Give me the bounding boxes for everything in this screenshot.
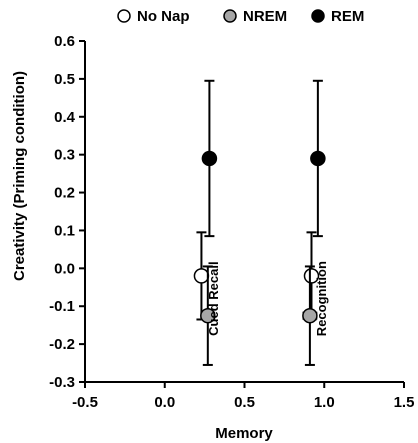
- annotation-label: Cued Recall: [206, 261, 221, 335]
- legend-marker-no-nap: [117, 9, 131, 23]
- no-nap-point: [303, 268, 320, 284]
- nrem-point: [302, 307, 318, 324]
- annotation-label: Recognition: [314, 261, 329, 336]
- x-axis-title: Memory: [215, 425, 273, 442]
- legend: No Nap NREM REM: [117, 8, 364, 25]
- legend-marker-nrem: [223, 9, 237, 23]
- y-tick-label: -0.3: [49, 374, 75, 391]
- y-tick-label: -0.1: [49, 298, 75, 315]
- x-tick-label: 1.5: [394, 394, 415, 411]
- y-tick-label: -0.2: [49, 336, 75, 353]
- legend-label-rem: REM: [331, 8, 364, 25]
- nrem-point: [200, 307, 216, 324]
- y-tick-label: 0.5: [54, 71, 75, 88]
- rem-point: [201, 150, 218, 167]
- legend-marker-rem: [311, 9, 325, 23]
- y-tick-label: 0.3: [54, 147, 75, 164]
- y-tick-label: 0.4: [54, 109, 76, 126]
- y-axis-title: Creativity (Priming condition): [11, 71, 28, 281]
- axes: -0.3 -0.2 -0.1 0.0 0.1 0.2 0.3 0.4 0.5 0.6 -0.5 0.0…: [49, 33, 414, 411]
- y-tick-label: 0.2: [54, 185, 75, 202]
- legend-label-no-nap: No Nap: [137, 8, 190, 25]
- y-tick-label: 0.0: [54, 260, 75, 277]
- legend-label-nrem: NREM: [243, 8, 287, 25]
- annotations: Cued Recall Recognition: [206, 261, 329, 336]
- x-tick-label: 1.0: [314, 394, 335, 411]
- x-tick-label: 0.5: [234, 394, 255, 411]
- plot-marks: [193, 79, 326, 366]
- rem-point: [310, 150, 326, 167]
- x-tick-label: 0.0: [154, 394, 175, 411]
- y-tick-label: 0.1: [54, 222, 75, 239]
- x-tick-label: -0.5: [72, 394, 98, 411]
- y-tick-label: 0.6: [54, 33, 75, 50]
